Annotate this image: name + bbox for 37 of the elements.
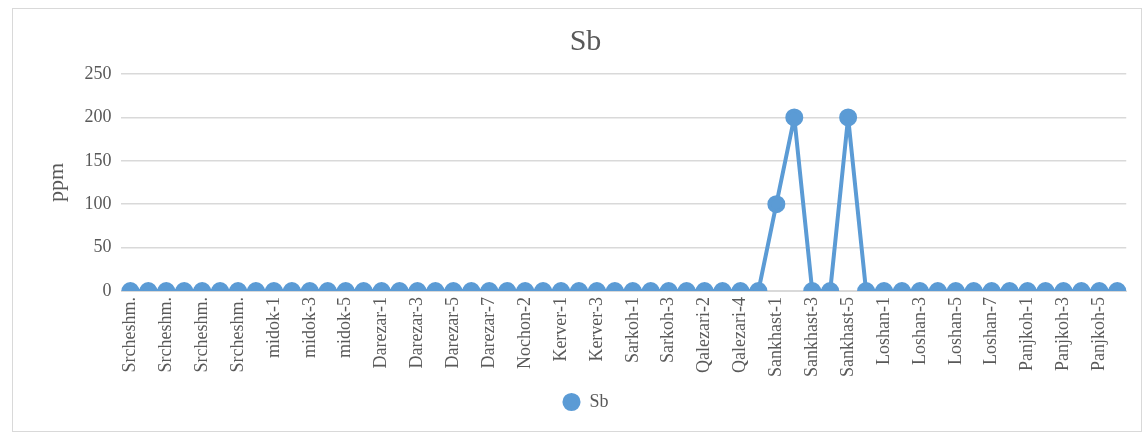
x-tick-label: midok-1 — [262, 297, 283, 359]
chart-title: Sb — [569, 22, 602, 56]
x-tick-label: Sarkoh-3 — [657, 297, 678, 364]
y-axis-title: ppm — [42, 162, 68, 203]
x-tick-label: Kerver-3 — [585, 297, 606, 362]
x-tick-label: Srcheshm. — [226, 297, 247, 373]
x-tick-label: Sankhast-3 — [800, 297, 821, 378]
x-tick-label: Sarkoh-1 — [621, 297, 642, 364]
y-tick-label: 200 — [84, 106, 112, 127]
x-tick-label: midok-5 — [334, 297, 355, 359]
y-tick-label: 0 — [102, 279, 112, 300]
y-tick-label: 50 — [93, 236, 112, 257]
x-tick-label: Darezar-7 — [477, 297, 498, 369]
x-tick-label: Panjkoh-3 — [1052, 297, 1073, 372]
x-tick-label: Darezar-3 — [406, 297, 427, 369]
x-tick-label: Srcheshm. — [154, 297, 175, 373]
x-tick-label: Loshan-7 — [980, 297, 1001, 365]
x-tick-label: Darezar-1 — [370, 297, 391, 369]
x-tick-label: Sankhast-5 — [836, 297, 857, 378]
x-tick-label: Qalezari-2 — [693, 297, 714, 373]
y-tick-label: 100 — [84, 192, 112, 213]
x-tick-label: Loshan-1 — [872, 297, 893, 365]
y-tick-label: 250 — [84, 62, 112, 83]
x-tick-label: Srcheshm. — [119, 297, 140, 373]
x-tick-label: Loshan-3 — [908, 297, 929, 365]
x-tick-label: Panjkoh-1 — [1016, 297, 1037, 372]
x-tick-label: Nochon-2 — [513, 297, 534, 369]
x-tick-label: Qalezari-4 — [729, 297, 750, 373]
y-tick-label: 150 — [84, 149, 112, 170]
x-tick-label: Sankhast-1 — [765, 297, 786, 378]
legend-label: Sb — [589, 390, 609, 411]
x-tick-label: Darezar-5 — [442, 297, 463, 369]
x-tick-label: Loshan-5 — [944, 297, 965, 365]
x-tick-label: Srcheshm. — [190, 297, 211, 373]
x-tick-label: Kerver-1 — [549, 297, 570, 362]
x-tick-label: midok-3 — [298, 297, 319, 359]
x-tick-label: Panjkoh-5 — [1088, 297, 1109, 372]
